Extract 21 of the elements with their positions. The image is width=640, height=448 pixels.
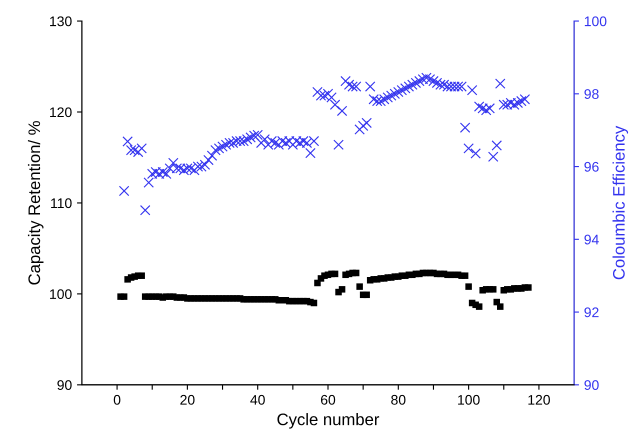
y2-tick-label: 94: [584, 234, 599, 244]
y-tick-label: 90: [57, 380, 72, 390]
y2-tick-label: 98: [584, 89, 599, 99]
y-tick-label: 110: [51, 198, 72, 208]
x-tick-label: 0: [114, 394, 120, 405]
y2-axis-title: Coloumbic Efficiency: [612, 126, 628, 280]
x-tick-label: 80: [391, 394, 406, 405]
x-tick-label: 60: [320, 394, 336, 405]
y2-tick-label: 90: [584, 380, 599, 390]
x-tick-label: 120: [528, 394, 550, 405]
y2-tick-label: 100: [584, 16, 606, 26]
y2-tick-label: 96: [584, 162, 599, 172]
x-tick-label: 100: [458, 394, 480, 405]
x-tick-label: 20: [180, 394, 195, 405]
y-axis-title: Capacity Retention/ %: [28, 121, 44, 285]
y-tick-label: 120: [50, 107, 72, 118]
y-tick-label: 100: [50, 289, 72, 300]
y-tick-label: 130: [50, 16, 72, 26]
x-axis-title: Cycle number: [277, 413, 380, 429]
y2-tick-label: 92: [584, 307, 599, 318]
x-tick-label: 40: [250, 394, 265, 405]
